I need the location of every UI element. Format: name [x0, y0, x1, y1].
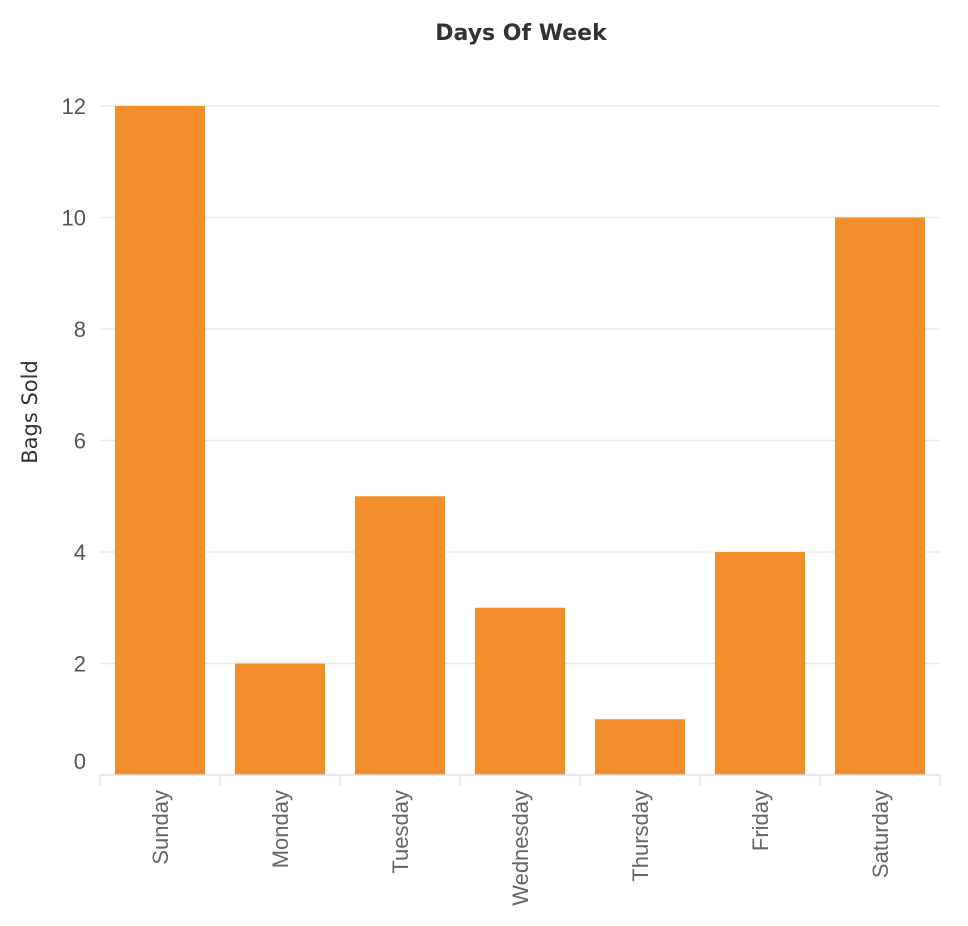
gridlines	[100, 105, 940, 665]
y-tick-label: 8	[74, 317, 86, 342]
bars	[115, 106, 925, 775]
y-axis-ticks: 0 2 4 6 8 10 12	[62, 94, 86, 774]
bar-tuesday	[355, 496, 445, 775]
bar-friday	[715, 552, 805, 775]
x-tick-label-wednesday: Wednesday	[508, 790, 533, 906]
y-tick-label: 12	[62, 94, 86, 119]
y-tick-label: 0	[74, 749, 86, 774]
x-axis-ticks: Sunday Monday Tuesday Wednesday Thursday Frid…	[148, 790, 893, 906]
y-tick-label: 10	[62, 206, 86, 231]
y-tick-label: 6	[74, 429, 86, 454]
bar-sunday	[115, 106, 205, 775]
chart-title: Days Of Week	[435, 21, 608, 46]
x-tick-label-monday: Monday	[268, 790, 293, 868]
bar-thursday	[595, 719, 685, 775]
y-tick-label: 2	[74, 652, 86, 677]
y-axis-label: Bags Sold	[18, 360, 42, 464]
bar-wednesday	[475, 607, 565, 775]
x-axis	[99, 774, 941, 785]
x-tick-label-saturday: Saturday	[868, 790, 893, 878]
y-tick-label: 4	[74, 540, 86, 565]
x-tick-label-tuesday: Tuesday	[388, 790, 413, 874]
x-tick-label-sunday: Sunday	[148, 790, 173, 865]
bar-monday	[235, 663, 325, 775]
x-tick-label-friday: Friday	[748, 790, 773, 851]
bar-saturday	[835, 217, 925, 775]
x-tick-label-thursday: Thursday	[628, 790, 653, 882]
